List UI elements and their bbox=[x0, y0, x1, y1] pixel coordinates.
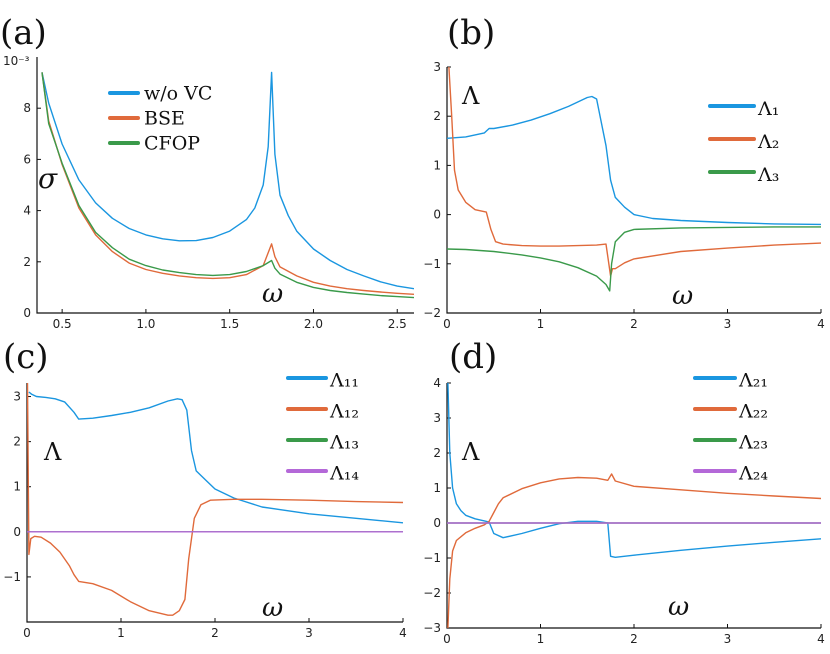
panel-label: (b) bbox=[447, 13, 495, 53]
x-tick-label: 1.0 bbox=[136, 317, 155, 331]
series-line-2 bbox=[447, 473, 821, 628]
y-tick-label: 3 bbox=[433, 60, 441, 74]
y-tick-label: 2 bbox=[433, 446, 441, 460]
y-tick-label: 2 bbox=[13, 435, 21, 449]
y-tick-label: −2 bbox=[423, 586, 441, 600]
x-axis-label: ω bbox=[262, 593, 283, 623]
x-tick-label: 0 bbox=[23, 626, 31, 640]
x-tick-label: 1 bbox=[117, 626, 125, 640]
x-tick-label: 4 bbox=[817, 632, 825, 646]
series-group bbox=[447, 66, 821, 292]
legend-label: Λ₁₁ bbox=[329, 369, 359, 391]
y-tick-label: 0 bbox=[13, 525, 21, 539]
y-multiplier: 10⁻³ bbox=[3, 54, 30, 68]
x-tick-label: 2.5 bbox=[388, 317, 407, 331]
legend-label: Λ₃ bbox=[757, 164, 779, 186]
panel-d: 0 1 2 3 4 −3 −2 −1 0 1 2 3 4 (d) Λω Λ₂₁ Λ₂₂ Λ₂₃ Λ₂₄ bbox=[423, 337, 825, 646]
legend-label: w/o VC bbox=[144, 82, 212, 104]
x-tick-label: 2 bbox=[630, 632, 638, 646]
x-tick-label: 1 bbox=[537, 632, 545, 646]
legend-label: BSE bbox=[144, 107, 185, 129]
x-tick-label: 3 bbox=[724, 632, 732, 646]
x-tick-label: 4 bbox=[817, 317, 825, 331]
y-tick-label: 8 bbox=[23, 101, 31, 115]
legend-label: Λ₁₃ bbox=[329, 431, 359, 453]
legend-label: Λ₂₄ bbox=[738, 462, 768, 484]
legend-label: Λ₁ bbox=[757, 98, 779, 120]
legend-label: Λ₁₂ bbox=[329, 400, 359, 422]
y-tick-label: −2 bbox=[423, 306, 441, 320]
y-axis-label: σ bbox=[38, 162, 58, 195]
y-axis-label: Λ bbox=[461, 438, 480, 466]
series-line-1 bbox=[447, 382, 821, 558]
x-axis-label: ω bbox=[262, 279, 283, 309]
y-tick-label: 1 bbox=[13, 480, 21, 494]
series-line-1 bbox=[41, 71, 414, 290]
series-group bbox=[27, 382, 403, 616]
legend-label: CFOP bbox=[144, 132, 200, 154]
x-tick-label: 2.0 bbox=[304, 317, 323, 331]
panel-c: 0 1 2 3 4 −1 0 1 2 3 (c) Λω Λ₁₁ Λ₁₂ Λ₁₃ Λ₁₄ bbox=[3, 337, 407, 640]
legend-label: Λ₂₃ bbox=[738, 431, 768, 453]
y-tick-label: 3 bbox=[433, 411, 441, 425]
legend-label: Λ₂ bbox=[757, 131, 779, 153]
y-tick-label: 2 bbox=[23, 255, 31, 269]
y-tick-label: 3 bbox=[13, 390, 21, 404]
series-line-3 bbox=[41, 72, 414, 299]
legend-label: Λ₂₁ bbox=[738, 369, 768, 391]
y-tick-label: −1 bbox=[423, 257, 441, 271]
legend-label: Λ₂₂ bbox=[738, 400, 768, 422]
y-axis-label: Λ bbox=[461, 82, 480, 110]
x-tick-label: 0.5 bbox=[53, 317, 72, 331]
y-tick-label: 1 bbox=[433, 481, 441, 495]
y-tick-label: −1 bbox=[3, 570, 21, 584]
x-axis-label: ω bbox=[672, 281, 693, 311]
series-line-2 bbox=[448, 66, 821, 277]
legend-label: Λ₁₄ bbox=[329, 462, 359, 484]
series-line-1 bbox=[28, 391, 403, 524]
x-tick-label: 0 bbox=[443, 632, 451, 646]
panel-label: (c) bbox=[3, 337, 49, 377]
x-tick-label: 2 bbox=[211, 626, 219, 640]
x-axis-label: ω bbox=[668, 592, 689, 622]
series-group bbox=[447, 382, 821, 628]
series-group bbox=[41, 71, 414, 299]
y-tick-label: 6 bbox=[23, 152, 31, 166]
panel-label: (d) bbox=[449, 337, 497, 377]
x-tick-label: 4 bbox=[399, 626, 407, 640]
x-tick-label: 2 bbox=[630, 317, 638, 331]
y-axis-label: Λ bbox=[43, 438, 62, 466]
series-line-3 bbox=[447, 226, 821, 292]
y-tick-label: 4 bbox=[23, 204, 31, 218]
x-tick-label: 3 bbox=[305, 626, 313, 640]
y-tick-label: 4 bbox=[433, 376, 441, 390]
x-tick-label: 1.5 bbox=[220, 317, 239, 331]
panel-b: 0 1 2 3 4 −2 −1 0 1 2 3 (b) Λω Λ₁ Λ₂ Λ₃ bbox=[423, 13, 825, 331]
y-tick-label: −3 bbox=[423, 621, 441, 635]
y-tick-label: 2 bbox=[433, 109, 441, 123]
x-tick-label: 1 bbox=[537, 317, 545, 331]
y-tick-label: 0 bbox=[433, 208, 441, 222]
series-line-2 bbox=[27, 382, 403, 616]
x-tick-label: 0 bbox=[443, 317, 451, 331]
y-tick-label: 0 bbox=[23, 306, 31, 320]
panel-label: (a) bbox=[0, 13, 47, 53]
x-tick-label: 3 bbox=[724, 317, 732, 331]
y-tick-label: 0 bbox=[433, 516, 441, 530]
y-tick-label: 1 bbox=[433, 158, 441, 172]
panel-a: 0.5 1.0 1.5 2.0 2.5 0 2 4 6 8 10⁻³(a) σ ω w/o VC BSE CF… bbox=[0, 13, 414, 331]
y-tick-label: −1 bbox=[423, 551, 441, 565]
series-line-2 bbox=[41, 72, 414, 295]
series-line-1 bbox=[447, 95, 821, 226]
